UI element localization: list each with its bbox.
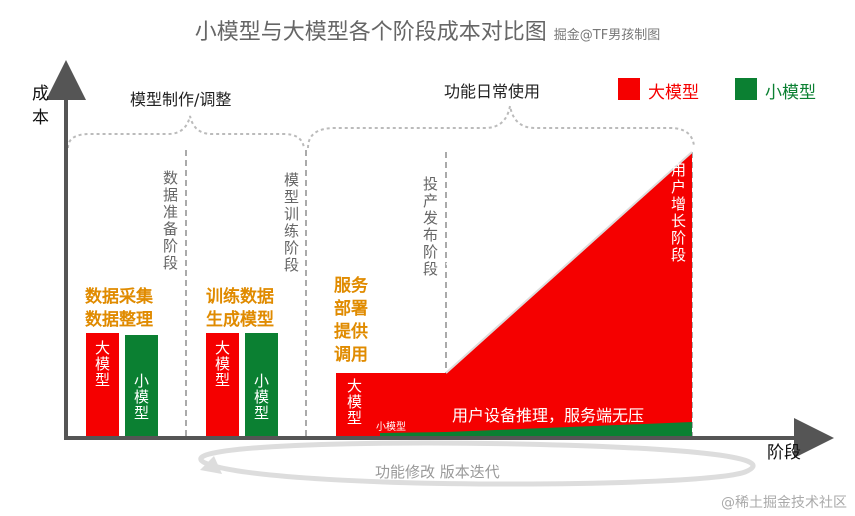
phase-label-use: 功能日常使用: [444, 82, 541, 101]
bar-label-large-collect: 大模型: [93, 340, 111, 388]
large-bar-collect: [86, 333, 119, 437]
stage-label-data-prep: 数据准备阶段: [161, 170, 179, 272]
chart-title: 小模型与大模型各个阶段成本对比图 掘金@TF男孩制图: [0, 14, 855, 46]
activity-train-line2: 生成模型: [206, 310, 274, 330]
large-cost-slope: [445, 151, 693, 374]
bar-label-small-deploy: 小模型: [376, 422, 406, 433]
title-text: 小模型与大模型各个阶段成本对比图: [194, 20, 547, 45]
activity-serve-line2: 部署: [334, 299, 368, 319]
annotation-small-inference: 用户设备推理，服务端无压: [452, 406, 645, 425]
large-bar-train: [206, 333, 239, 437]
activity-serve-line3: 提供: [334, 322, 368, 342]
small-bar-collect: [125, 335, 158, 437]
stage-label-deploy: 投产发布阶段: [421, 176, 439, 278]
legend-swatch-small: [735, 78, 757, 100]
iteration-loop: [198, 440, 756, 487]
activity-collect: 数据采集 数据整理: [85, 286, 153, 332]
activity-serve-line4: 调用: [334, 345, 368, 365]
stage-label-growth: 用户增长阶段: [669, 162, 687, 264]
y-axis-label: 成本: [32, 84, 49, 128]
bar-label-small-collect: 小模型: [132, 373, 150, 421]
title-credit: 掘金@TF男孩制图: [553, 28, 661, 43]
activity-collect-line2: 数据整理: [85, 310, 153, 330]
watermark: @稀土掘金技术社区: [721, 495, 847, 511]
phase-label-build: 模型制作/调整: [130, 90, 232, 109]
bar-label-large-deploy: 大模型: [345, 378, 363, 426]
activity-train-line1: 训练数据: [206, 287, 274, 307]
large-cost-area: [336, 152, 692, 437]
stage-label-training: 模型训练阶段: [282, 172, 300, 274]
x-axis-label: 阶段: [767, 443, 801, 463]
iteration-loop-arrowhead: [200, 456, 222, 474]
activity-train: 训练数据 生成模型: [206, 286, 274, 332]
activity-serve: 服务 部署 提供 调用: [334, 275, 368, 367]
activity-serve-line1: 服务: [334, 276, 368, 296]
legend-label-large: 大模型: [648, 83, 699, 103]
activity-collect-line1: 数据采集: [85, 287, 153, 307]
bar-label-large-train: 大模型: [213, 340, 231, 388]
small-cost-strip: [380, 422, 692, 437]
iteration-label: 功能修改 版本迭代: [375, 463, 500, 481]
phase-brace-right: [307, 105, 695, 149]
phase-brace-left: [67, 115, 305, 149]
bar-label-small-train: 小模型: [252, 373, 270, 421]
legend-swatch-large: [618, 78, 640, 100]
small-bar-train: [245, 333, 278, 437]
legend-label-small: 小模型: [765, 83, 816, 103]
